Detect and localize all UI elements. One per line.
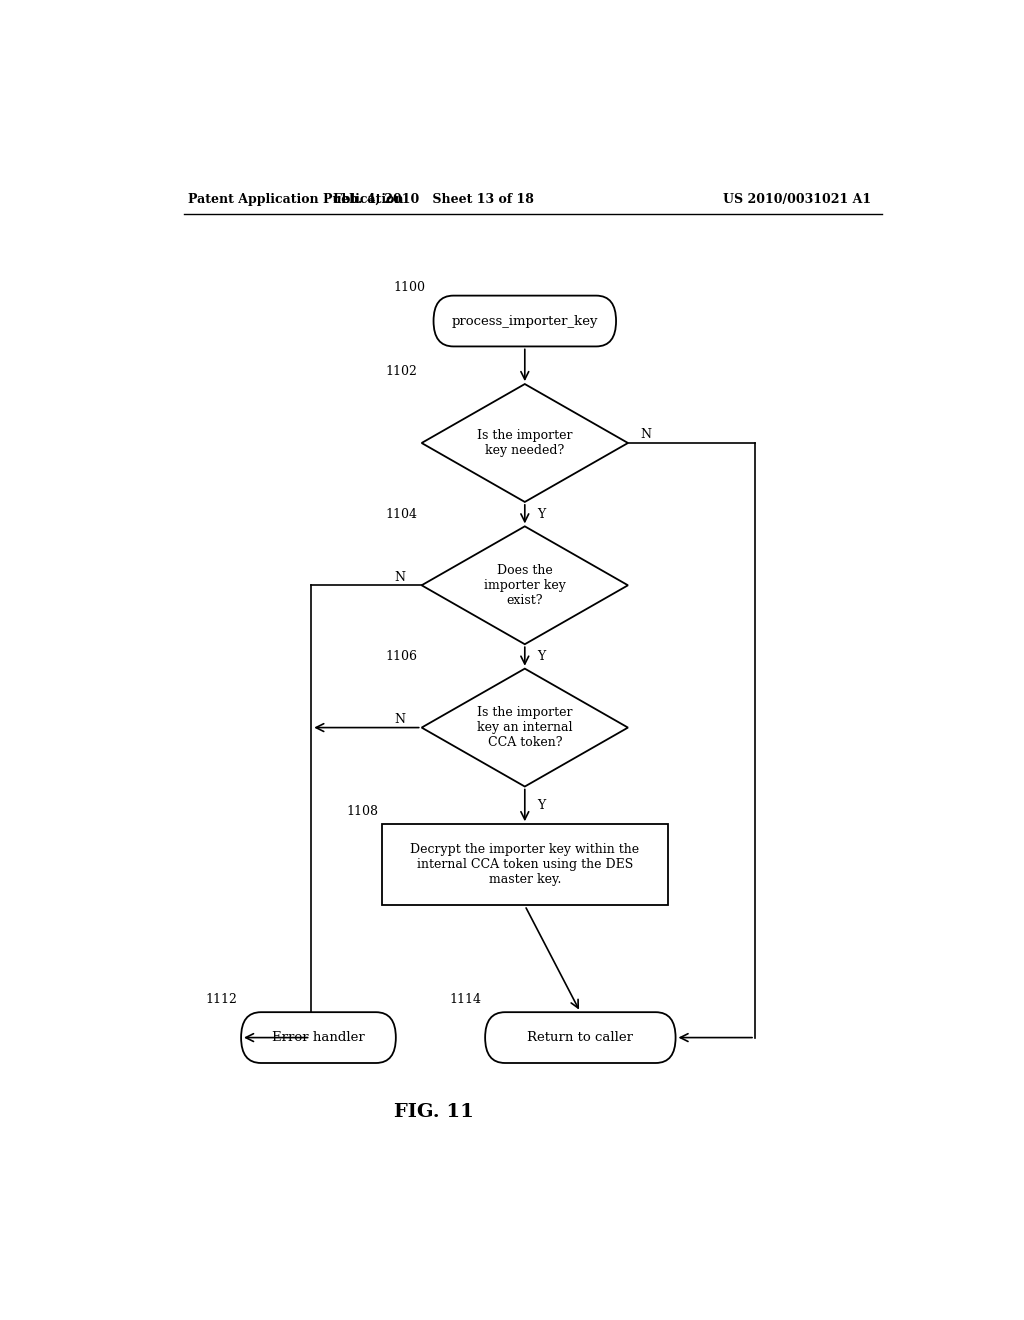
Text: 1102: 1102: [386, 366, 418, 379]
Text: N: N: [640, 429, 651, 441]
Text: Y: Y: [537, 799, 545, 812]
Text: Patent Application Publication: Patent Application Publication: [187, 193, 403, 206]
Text: Is the importer
key needed?: Is the importer key needed?: [477, 429, 572, 457]
Text: 1112: 1112: [205, 994, 238, 1006]
Text: process_importer_key: process_importer_key: [452, 314, 598, 327]
FancyBboxPatch shape: [485, 1012, 676, 1063]
Text: Decrypt the importer key within the
internal CCA token using the DES
master key.: Decrypt the importer key within the inte…: [411, 843, 639, 886]
Text: 1106: 1106: [386, 649, 418, 663]
Text: N: N: [395, 713, 406, 726]
Text: Y: Y: [537, 649, 545, 663]
Text: Y: Y: [537, 508, 545, 520]
Text: 1104: 1104: [386, 508, 418, 520]
Text: 1114: 1114: [450, 994, 481, 1006]
Text: Does the
importer key
exist?: Does the importer key exist?: [484, 564, 565, 607]
Polygon shape: [422, 669, 628, 787]
Text: US 2010/0031021 A1: US 2010/0031021 A1: [723, 193, 871, 206]
Text: N: N: [395, 570, 406, 583]
Text: Is the importer
key an internal
CCA token?: Is the importer key an internal CCA toke…: [477, 706, 572, 748]
Polygon shape: [422, 384, 628, 502]
Text: FIG. 11: FIG. 11: [393, 1102, 473, 1121]
FancyBboxPatch shape: [433, 296, 616, 346]
Text: 1100: 1100: [393, 281, 426, 294]
FancyBboxPatch shape: [382, 824, 668, 906]
Text: Return to caller: Return to caller: [527, 1031, 634, 1044]
Text: 1108: 1108: [346, 805, 378, 818]
Text: Feb. 4, 2010   Sheet 13 of 18: Feb. 4, 2010 Sheet 13 of 18: [333, 193, 534, 206]
Text: Error handler: Error handler: [272, 1031, 365, 1044]
FancyBboxPatch shape: [241, 1012, 396, 1063]
Polygon shape: [422, 527, 628, 644]
